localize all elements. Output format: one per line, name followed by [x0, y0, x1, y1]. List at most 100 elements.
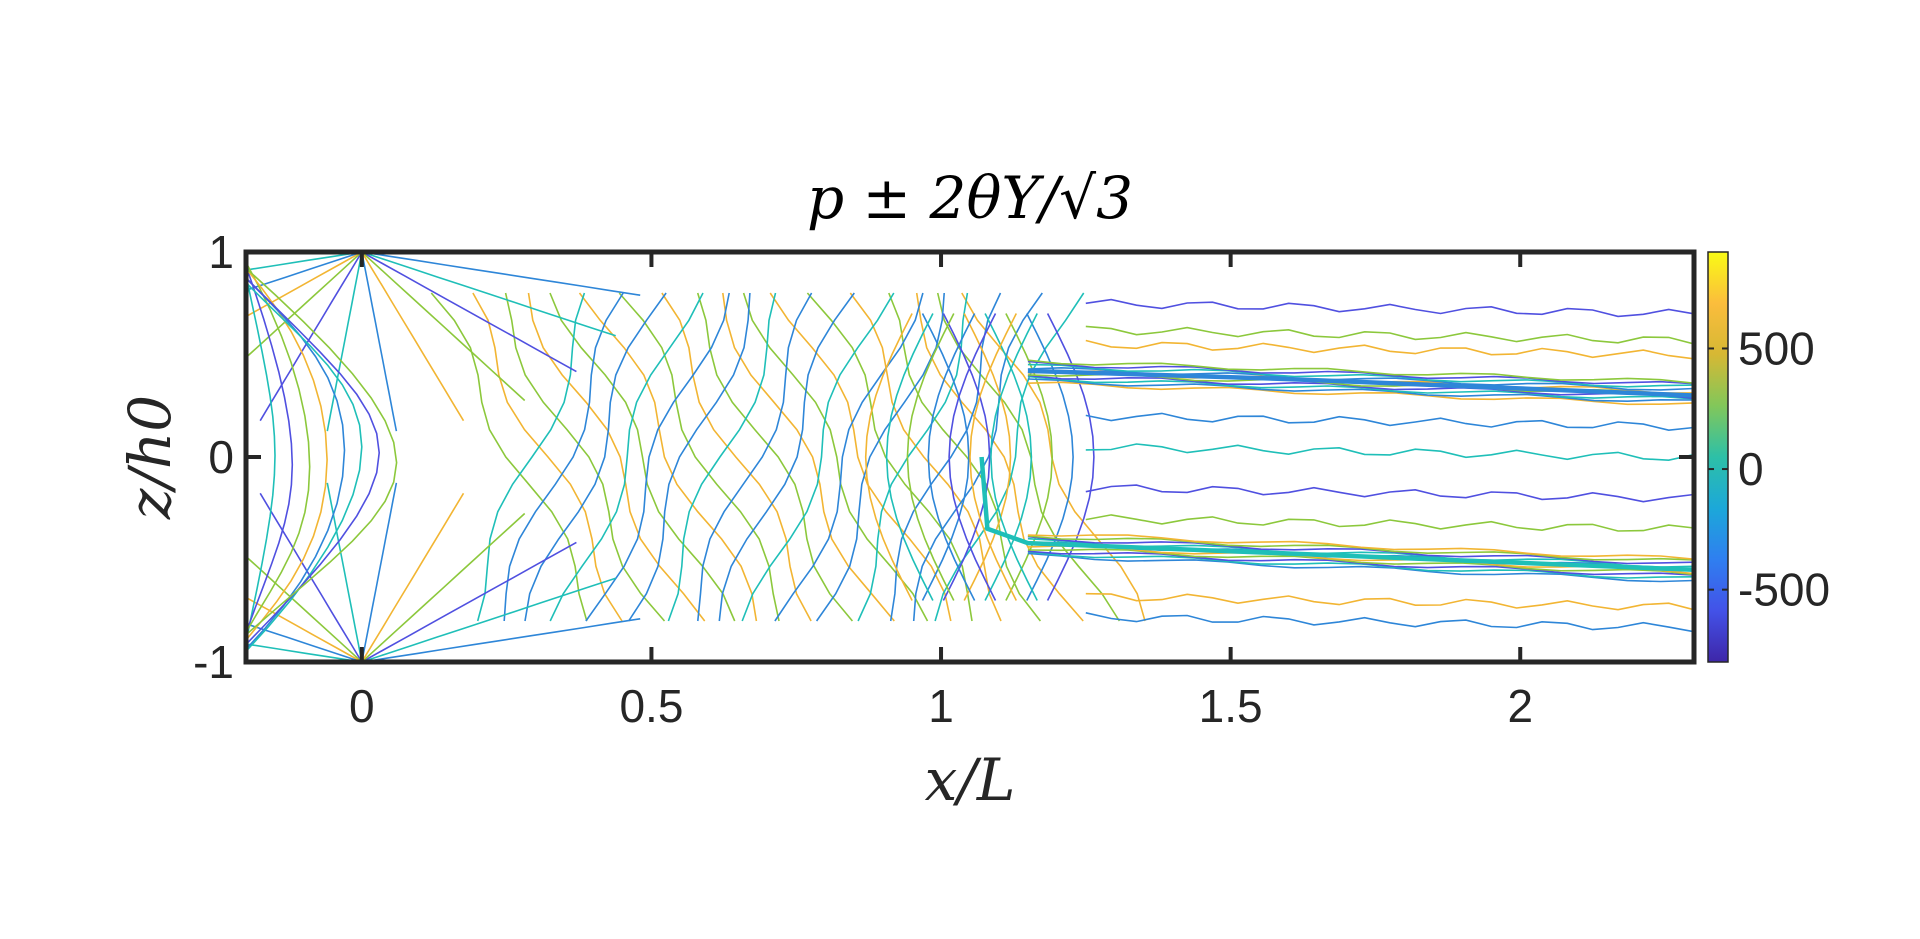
y-tick-label: 1 — [208, 226, 234, 278]
contour-line-a — [430, 292, 588, 622]
contour-line-left — [246, 267, 328, 641]
x-tick-label: 2 — [1507, 680, 1533, 732]
contour-line-b — [718, 292, 855, 622]
contour-line-upper-layer — [1027, 359, 1694, 384]
contour-line-a — [578, 292, 758, 622]
contour-line-b — [628, 292, 751, 622]
contour-line-lower-layer — [1027, 535, 1694, 565]
contour-line-corner — [361, 492, 465, 662]
contour-line-a — [915, 292, 1084, 622]
contour-line-upper-layer — [1027, 381, 1694, 406]
contour-lines — [246, 252, 1694, 662]
contour-line-left — [246, 267, 398, 636]
contour-line-left — [246, 262, 311, 633]
contour-line-left — [246, 265, 294, 634]
contour-line-left — [246, 277, 381, 645]
contour-line-corner — [326, 252, 363, 432]
jump-line-upper — [1027, 368, 1694, 398]
contour-line-shock — [990, 313, 1038, 601]
y-tick-label: -1 — [193, 636, 234, 688]
contour-line-upper-layer — [1027, 374, 1694, 400]
colorbar-ticks: -500 0 500 — [1708, 322, 1830, 616]
contour-line-b — [476, 292, 586, 622]
contour-line-corner — [246, 252, 362, 271]
contour-line-a — [618, 292, 780, 622]
contour-line-corner — [361, 252, 616, 337]
contour-line-corner — [361, 252, 641, 296]
y-axis-ticks: -1 0 1 — [193, 226, 1694, 688]
y-tick-label: 0 — [208, 431, 234, 483]
x-tick-label: 1 — [928, 680, 954, 732]
contour-line-b — [503, 292, 624, 622]
x-axis-label: x/L — [925, 746, 1016, 814]
contour-line-a — [527, 292, 706, 622]
y-axis-label: z/h0 — [116, 395, 184, 520]
contour-line-corner — [361, 252, 398, 432]
contour-line-corner — [361, 482, 398, 662]
x-tick-label: 1.5 — [1199, 680, 1263, 732]
contour-line-b — [697, 292, 813, 622]
contour-line-corner — [259, 492, 363, 662]
contour-line-corner — [361, 541, 577, 662]
x-tick-label: 0 — [349, 680, 375, 732]
contour-line-corner — [361, 252, 526, 402]
contour-line-corner — [246, 643, 362, 662]
contour-line-farfield — [1085, 412, 1694, 432]
x-tick-label: 0.5 — [619, 680, 683, 732]
contour-line-upper-layer — [1027, 363, 1694, 388]
contour-line-shock — [906, 313, 955, 601]
contour-line-a — [888, 292, 1042, 622]
contour-line-a — [849, 292, 1002, 622]
contour-line-shock — [942, 313, 991, 601]
contour-line-left — [246, 282, 363, 652]
contour-line-shock — [921, 313, 970, 601]
contour-line-farfield — [1085, 484, 1694, 503]
contour-line-b — [585, 292, 730, 622]
contour-line-farfield — [1085, 592, 1694, 611]
contour-line-corner — [361, 252, 465, 422]
colorbar-tick-label: 0 — [1738, 443, 1764, 495]
colorbar-tick-label: 500 — [1738, 322, 1815, 374]
contour-line-farfield — [1085, 443, 1694, 462]
contour-line-shock — [963, 313, 1012, 601]
contour-line-left — [246, 275, 276, 642]
contour-line-shock — [885, 313, 934, 601]
x-axis-ticks: 0 0.5 1 1.5 2 — [349, 252, 1533, 732]
contour-line-corner — [361, 577, 616, 662]
contour-line-shock — [948, 313, 997, 601]
contour-line-corner — [361, 252, 577, 373]
contour-line-upper-layer — [1027, 378, 1694, 403]
contour-line-corner — [246, 555, 363, 662]
contour-line-farfield — [1085, 339, 1694, 360]
colorbar-tick-label: -500 — [1738, 564, 1830, 616]
contour-line-b — [667, 292, 777, 622]
contour-line-farfield — [1085, 325, 1694, 345]
contour-line-shock — [969, 313, 1018, 601]
contour-line-b — [524, 292, 667, 622]
contour-line-b — [549, 292, 704, 622]
contour-line-b — [774, 292, 924, 622]
contour-line-farfield — [1085, 298, 1694, 318]
contour-line-lower-layer — [1027, 534, 1694, 560]
contour-line-b — [912, 292, 1043, 622]
contour-line-a — [806, 292, 973, 622]
contour-line-shock — [1046, 313, 1095, 601]
contour-line-a — [661, 292, 812, 622]
contour-line-corner — [246, 252, 363, 292]
contour-line-corner — [259, 252, 363, 422]
contour-line-b — [741, 292, 895, 622]
contour-line-a — [769, 292, 952, 622]
contour-line-a — [696, 292, 854, 622]
contour-line-shock — [1005, 313, 1054, 601]
contour-line-farfield — [1085, 612, 1694, 633]
contour-line-farfield — [1085, 514, 1694, 532]
contour-line-corner — [361, 618, 641, 662]
plot-area — [246, 252, 1694, 662]
contour-line-a — [722, 292, 895, 622]
contour-line-shock — [864, 313, 913, 601]
contour-line-a — [472, 292, 623, 622]
contour-line-b — [889, 292, 1002, 622]
contour-line-shock — [927, 313, 976, 601]
contour-line-a — [742, 292, 929, 622]
jump-line-lower — [979, 456, 1694, 573]
